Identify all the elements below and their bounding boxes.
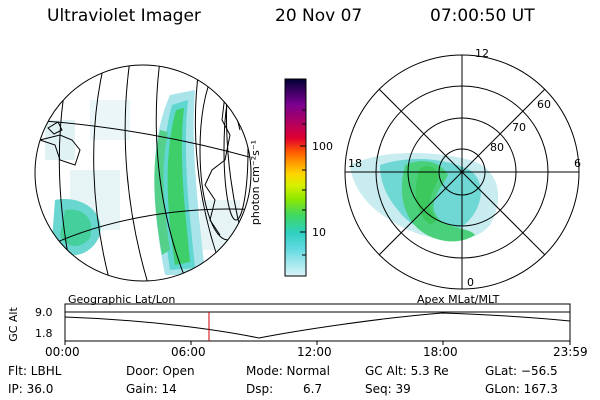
lat-label-70: 70 [512,121,526,134]
mlt-label-12: 12 [475,47,489,60]
gc-alt-axis-title: GC Alt [6,307,20,342]
info-ip: IP: 36.0 [8,382,54,396]
mlt-label-0: 0 [467,276,474,289]
imager-title: Ultraviolet Imager [47,6,201,26]
polar-image [344,54,580,290]
lat-label-60: 60 [537,98,551,111]
time-tick-2359: 23:59 [553,345,588,359]
altitude-curve [64,312,571,339]
mlt-label-6: 6 [574,157,581,170]
info-dsp-label: Dsp: [246,382,274,396]
time-tick-0600: 06:00 [171,345,206,359]
colorbar [284,78,307,277]
colorbar-unit-label: photon cm⁻²s⁻¹ [249,139,263,226]
image-time: 07:00:50 UT [430,6,535,26]
apex-label: Apex MLat/MLT [417,293,500,306]
time-tick-0000: 00:00 [45,345,80,359]
info-mode: Mode: Normal [246,364,330,378]
geographic-label: Geographic Lat/Lon [68,293,176,306]
info-gc-alt: GC Alt: 5.3 Re [365,364,449,378]
time-tick-1800: 18:00 [423,345,458,359]
info-seq: Seq: 39 [365,382,411,396]
info-glat: GLat: −56.5 [485,364,558,378]
altitude-plot [64,303,571,345]
info-filter: Flt: LBHL [8,364,62,378]
alt-tick-1-8: 1.8 [35,327,53,340]
mlt-label-18: 18 [348,157,362,170]
geographic-image [35,65,251,281]
time-tick-1200: 12:00 [297,345,332,359]
alt-tick-9: 9.0 [35,306,53,319]
info-door: Door: Open [126,364,195,378]
info-glon: GLon: 167.3 [485,382,558,396]
colorbar-tick-10: 10 [312,226,326,239]
info-gain: Gain: 14 [126,382,177,396]
image-date: 20 Nov 07 [275,6,363,26]
lat-label-80: 80 [490,141,504,154]
info-dsp-value: 6.7 [303,382,323,396]
colorbar-tick-100: 100 [312,140,333,153]
